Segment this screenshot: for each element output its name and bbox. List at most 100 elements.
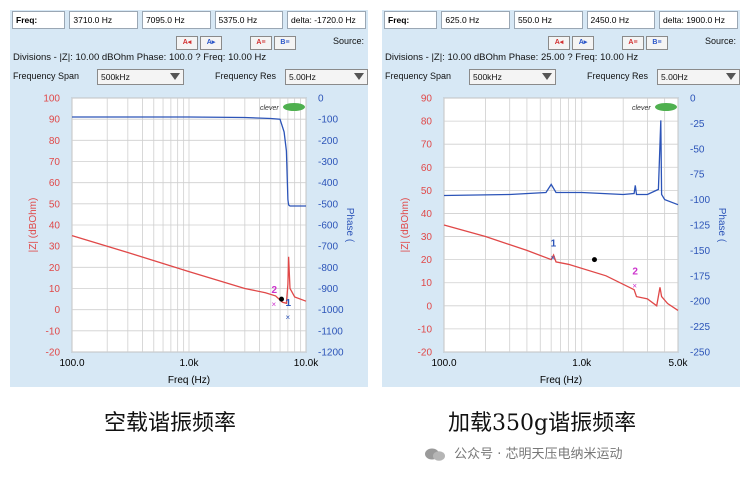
marker-label: 1 xyxy=(286,298,292,309)
cursor-a-select-button[interactable]: A≡ xyxy=(622,36,644,50)
x-tick-label: 100.0 xyxy=(59,358,84,369)
impedance-chart[interactable]: 9080706050403020100-10-200-25-50-75-100-… xyxy=(382,90,740,387)
cursor-a-left-button[interactable]: A◂ xyxy=(176,36,198,50)
x-tick-label: 1.0k xyxy=(572,358,592,369)
frequency-span-label: Frequency Span xyxy=(13,71,80,81)
y2-tick-label: -400 xyxy=(318,178,338,189)
y-tick-label: 80 xyxy=(421,117,433,128)
frequency-res-label: Frequency Res xyxy=(215,71,277,81)
y2-tick-label: -75 xyxy=(690,170,705,181)
wechat-icon xyxy=(425,448,445,461)
frequency-res-value: 5.00Hz xyxy=(661,72,688,82)
source-label: Source: xyxy=(704,36,736,46)
y2-tick-label: -1200 xyxy=(318,348,344,359)
frequency-span-select[interactable]: 500kHz xyxy=(469,69,556,85)
y-tick-label: 30 xyxy=(49,242,61,253)
x-tick-label: 1.0k xyxy=(180,358,200,369)
cursor-toolbar: A◂ A▸ A≡ B≡ Source: xyxy=(382,36,740,50)
cursor-a-right-button[interactable]: A▸ xyxy=(572,36,594,50)
y2-tick-label: -900 xyxy=(318,284,338,295)
y2-tick-label: -100 xyxy=(318,115,338,126)
y-tick-label: 90 xyxy=(421,94,433,105)
y2-tick-label: -600 xyxy=(318,221,338,232)
frequency-res-label: Frequency Res xyxy=(587,71,649,81)
divisions-text: Divisions - |Z|: 10.00 dBOhm Phase: 100.… xyxy=(13,52,267,63)
y-tick-label: -20 xyxy=(46,348,61,359)
caption-unloaded: 空载谐振频率 xyxy=(104,411,237,436)
y-tick-label: 0 xyxy=(54,305,60,316)
marker-label: 2 xyxy=(632,266,638,277)
frequency-res-select[interactable]: 5.00Hz xyxy=(657,69,740,85)
logo-text: clever xyxy=(260,105,279,112)
y2-tick-label: -800 xyxy=(318,263,338,274)
marker-cross: × xyxy=(632,281,637,290)
y-tick-label: -20 xyxy=(418,348,433,359)
frequency-readout: Freq: 625.0 Hz 550.0 Hz 2450.0 Hz delta:… xyxy=(384,11,738,29)
marker-label: 2 xyxy=(271,285,277,296)
y2-tick-label: -1100 xyxy=(318,326,343,337)
y2-tick-label: -300 xyxy=(318,157,338,168)
caption-loaded: 加载350g谐振频率 xyxy=(448,411,637,436)
y2-tick-label: -50 xyxy=(690,144,705,155)
y2-tick-label: 0 xyxy=(690,94,696,105)
cursor-dot xyxy=(279,296,285,302)
y2-axis-label: Phase ( xyxy=(344,208,355,243)
y-tick-label: 10 xyxy=(49,284,61,295)
freq-cursor-1-value: 3710.0 Hz xyxy=(69,11,138,29)
marker-cross: × xyxy=(286,313,291,322)
freq-label: Freq: xyxy=(12,11,66,29)
divisions-text: Divisions - |Z|: 10.00 dBOhm Phase: 25.0… xyxy=(385,52,639,63)
frequency-res-select[interactable]: 5.00Hz xyxy=(285,69,368,85)
magnitude-series-line xyxy=(71,234,307,305)
y-tick-label: 20 xyxy=(49,263,61,274)
cursor-b-select-button[interactable]: B≡ xyxy=(274,36,296,50)
y2-tick-label: -100 xyxy=(690,195,710,206)
frequency-readout: Freq: 3710.0 Hz 7095.0 Hz 5375.0 Hz delt… xyxy=(12,11,366,29)
y-tick-label: 30 xyxy=(421,232,433,243)
y2-tick-label: -175 xyxy=(690,271,710,282)
phase-series-line xyxy=(72,116,306,207)
y2-tick-label: -200 xyxy=(690,297,710,308)
cursor-toolbar: A◂ A▸ A≡ B≡ Source: xyxy=(10,36,368,50)
y-axis-label: |Z| (dBOhm) xyxy=(400,198,411,253)
frequency-res-value: 5.00Hz xyxy=(289,72,316,82)
y-tick-label: 50 xyxy=(49,199,61,210)
frequency-span-select[interactable]: 500kHz xyxy=(97,69,184,85)
phase-series-line xyxy=(443,120,679,206)
impedance-chart[interactable]: 1009080706050403020100-10-200-100-200-30… xyxy=(10,90,368,387)
marker-cross: × xyxy=(551,254,556,263)
cursor-a-select-button[interactable]: A≡ xyxy=(250,36,272,50)
y2-tick-label: -200 xyxy=(318,136,338,147)
chevron-down-icon xyxy=(542,73,552,80)
y-tick-label: 60 xyxy=(49,178,61,189)
x-axis-label: Freq (Hz) xyxy=(168,375,210,386)
freq-cursor-2-value: 7095.0 Hz xyxy=(141,11,211,29)
freq-delta-value: delta: -1720.0 Hz xyxy=(287,11,366,29)
cursor-b-select-button[interactable]: B≡ xyxy=(646,36,668,50)
freq-cursor-3-value: 2450.0 Hz xyxy=(586,11,656,29)
frequency-span-value: 500kHz xyxy=(473,72,502,82)
freq-cursor-3-value: 5375.0 Hz xyxy=(214,11,284,29)
frequency-settings-row: Frequency Span 500kHz Frequency Res 5.00… xyxy=(385,68,740,86)
logo-text: clever xyxy=(632,105,651,112)
x-tick-label: 10.0k xyxy=(294,358,319,369)
cursor-a-right-button[interactable]: A▸ xyxy=(200,36,222,50)
frequency-settings-row: Frequency Span 500kHz Frequency Res 5.00… xyxy=(13,68,368,86)
plot-area xyxy=(443,97,679,353)
y-tick-label: 40 xyxy=(421,209,433,220)
y2-tick-label: -700 xyxy=(318,242,338,253)
freq-cursor-1-value: 625.0 Hz xyxy=(441,11,510,29)
frequency-span-label: Frequency Span xyxy=(385,71,452,81)
y-tick-label: -10 xyxy=(418,324,433,335)
y-tick-label: 50 xyxy=(421,186,433,197)
freq-cursor-2-value: 550.0 Hz xyxy=(513,11,583,29)
y-tick-label: 70 xyxy=(49,157,61,168)
cursor-a-left-button[interactable]: A◂ xyxy=(548,36,570,50)
y2-tick-label: 0 xyxy=(318,94,324,105)
y-tick-label: -10 xyxy=(46,326,61,337)
freq-label: Freq: xyxy=(384,11,438,29)
x-tick-label: 100.0 xyxy=(431,358,456,369)
magnitude-series-line xyxy=(443,224,679,311)
chevron-down-icon xyxy=(170,73,180,80)
analyzer-panel-unloaded: Freq: 3710.0 Hz 7095.0 Hz 5375.0 Hz delt… xyxy=(10,10,368,387)
